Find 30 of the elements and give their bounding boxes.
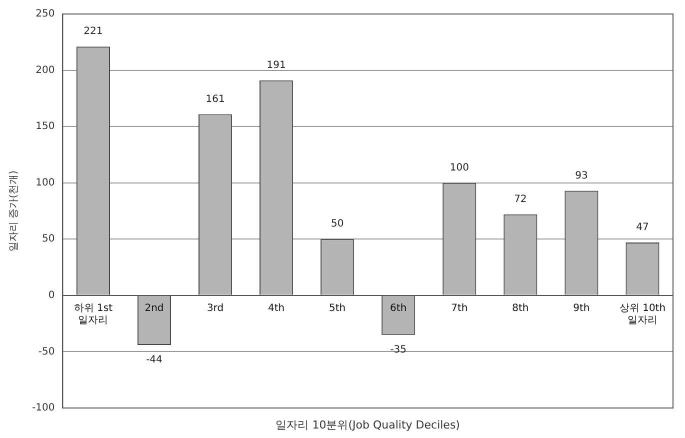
- data-label: -44: [146, 354, 162, 366]
- x-tick-label: 8th: [512, 303, 529, 314]
- y-tick-label: 0: [48, 290, 55, 302]
- y-tick-label: 200: [36, 64, 55, 76]
- x-tick-label: 7th: [451, 303, 468, 314]
- x-tick-label: 6th: [390, 303, 407, 314]
- data-label: 161: [206, 94, 225, 105]
- y-tick-label: -50: [38, 346, 55, 358]
- x-tick-label: 3rd: [206, 303, 224, 314]
- y-tick-label: -100: [32, 402, 55, 414]
- data-label: 72: [514, 194, 527, 205]
- y-tick-label: 250: [36, 8, 55, 20]
- x-tick-label: 상위 10th 일자리: [619, 303, 666, 326]
- x-tick-label: 9th: [573, 303, 590, 314]
- data-label: 191: [266, 60, 286, 72]
- x-tick-label: 5th: [329, 303, 346, 314]
- x-tick-label: 2nd: [144, 303, 164, 314]
- x-tick-label: 4th: [268, 303, 285, 314]
- x-tick-label: 하위 1st 일자리: [74, 303, 113, 326]
- data-label: -35: [390, 344, 407, 356]
- x-axis-title: 일자리 10분위(Job Quality Deciles): [276, 418, 460, 432]
- data-label: 100: [450, 162, 469, 174]
- y-tick-label: 100: [36, 177, 55, 188]
- data-label: 47: [636, 222, 649, 234]
- data-label: 50: [330, 218, 344, 230]
- data-label: 93: [575, 170, 588, 182]
- y-tick-label: 150: [36, 121, 55, 132]
- data-label: 221: [84, 26, 103, 38]
- y-tick-label: 50: [42, 234, 55, 245]
- y-axis-title: 일자리 증가(천개): [8, 170, 20, 252]
